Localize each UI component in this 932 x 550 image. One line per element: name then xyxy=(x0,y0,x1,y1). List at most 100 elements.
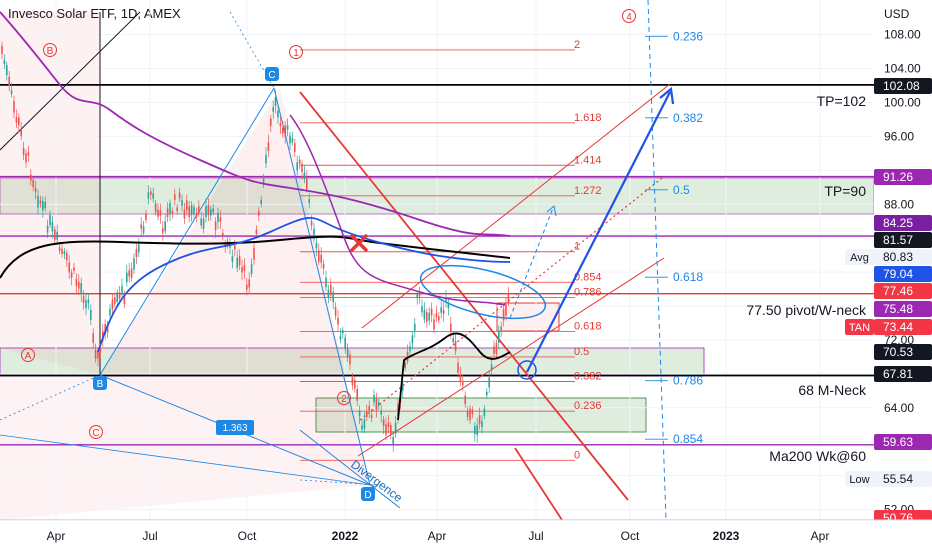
candle-body xyxy=(250,264,253,275)
candle-body xyxy=(445,297,447,301)
candle-body xyxy=(39,200,42,204)
candle-body xyxy=(454,340,457,351)
candle-body xyxy=(358,410,361,417)
candle-body xyxy=(289,135,291,144)
price-badge-label: 77.46 xyxy=(883,284,913,298)
price-badge-tag-label: Low xyxy=(849,474,869,486)
time-tick-label: Apr xyxy=(428,529,447,543)
candle-body xyxy=(404,362,406,368)
candle-body xyxy=(493,346,495,354)
ma-blue xyxy=(97,216,511,353)
wave-labels: B A C 1 2 4 C B D xyxy=(21,9,636,501)
candle-body xyxy=(402,386,404,391)
time-tick-label: 2022 xyxy=(332,529,359,543)
price-badge-label: 81.57 xyxy=(883,233,913,247)
wave-label-circle xyxy=(89,425,103,439)
candle-body xyxy=(231,256,234,262)
price-badge-label: 73.44 xyxy=(883,320,913,334)
ma-black-short xyxy=(397,332,511,421)
wave-label: D xyxy=(364,490,371,501)
price-badge-label: 102.08 xyxy=(883,79,920,93)
price-badge-label: 75.48 xyxy=(883,302,913,316)
candle-body xyxy=(118,292,121,299)
candle-body xyxy=(78,281,80,289)
candle-body xyxy=(123,293,126,305)
candle-body xyxy=(183,209,186,219)
fib-ext-label: 0.5 xyxy=(673,183,690,197)
price-badge xyxy=(874,78,932,94)
candle-body xyxy=(471,409,474,415)
candle-body xyxy=(3,60,6,64)
blue-leg-c-d xyxy=(273,87,371,486)
red-channel-lower xyxy=(357,257,665,457)
chart-title: Invesco Solar ETF, 1D, AMEX xyxy=(6,6,183,21)
candle-body xyxy=(186,200,188,211)
candle-body xyxy=(262,178,265,183)
candle-body xyxy=(90,309,92,320)
price-badge xyxy=(874,266,932,282)
fib-level-label: 0.786 xyxy=(574,287,602,299)
fib-level-label: 0.5 xyxy=(574,346,589,358)
price-tick-label: 72.00 xyxy=(884,333,914,347)
candle-body xyxy=(339,336,342,340)
candle-body xyxy=(6,65,8,76)
time-axis[interactable]: Apr Jul Oct 2022 Apr Jul Oct 2023 Apr xyxy=(47,529,830,543)
candle-body xyxy=(58,247,61,251)
candle-body xyxy=(418,293,421,297)
candle-body xyxy=(157,209,159,217)
candle-body xyxy=(435,313,438,318)
price-badge xyxy=(874,215,932,231)
candle-body xyxy=(85,300,87,309)
candle-body xyxy=(375,398,378,411)
blue-dotted-left xyxy=(0,374,101,421)
candle-body xyxy=(116,292,118,302)
price-badge xyxy=(874,434,932,450)
candle-body xyxy=(99,349,102,353)
blue-leg-a-d xyxy=(0,434,371,486)
candle-body xyxy=(279,123,282,127)
candle-body xyxy=(142,226,145,234)
candle-body xyxy=(373,395,375,403)
candle-body xyxy=(30,174,32,181)
candle-body xyxy=(428,312,430,321)
candle-body xyxy=(452,338,454,343)
candle-body xyxy=(68,262,70,273)
candle-body xyxy=(190,205,193,216)
pink-zone-mid xyxy=(100,88,370,485)
projection-arrowhead xyxy=(659,86,675,105)
ratio-label: 1.363 xyxy=(222,423,247,434)
candle-body xyxy=(73,267,75,271)
candle-body xyxy=(294,143,296,152)
candle-body xyxy=(481,421,483,428)
candle-body xyxy=(27,152,30,156)
price-badge-label: 70.53 xyxy=(883,345,913,359)
candle-body xyxy=(80,283,82,295)
candle-body xyxy=(315,242,318,249)
candle-body xyxy=(169,203,171,215)
price-badge xyxy=(874,232,932,248)
fib-level-label: 0 xyxy=(574,449,580,461)
red-channel-upper xyxy=(361,83,671,329)
time-scale-bg xyxy=(0,520,932,550)
candle-body xyxy=(152,193,154,199)
candle-body xyxy=(202,218,205,229)
candle-body xyxy=(378,402,380,406)
price-badge-label: 91.26 xyxy=(883,170,913,184)
blue-circle xyxy=(517,360,537,380)
candle-body xyxy=(382,419,385,427)
candle-body xyxy=(246,284,248,290)
candle-body xyxy=(500,326,502,330)
candle-body xyxy=(219,217,222,222)
wave-label-box xyxy=(265,67,279,81)
candle-body xyxy=(63,251,66,255)
candle-body xyxy=(334,307,337,316)
candle-body xyxy=(111,299,114,310)
time-tick-label: Jul xyxy=(142,529,157,543)
candle-body xyxy=(310,220,313,226)
candle-body xyxy=(327,289,330,298)
candle-body xyxy=(464,395,466,404)
ratio-badge xyxy=(216,420,254,435)
candle-body xyxy=(210,209,212,216)
candle-body xyxy=(174,194,176,200)
